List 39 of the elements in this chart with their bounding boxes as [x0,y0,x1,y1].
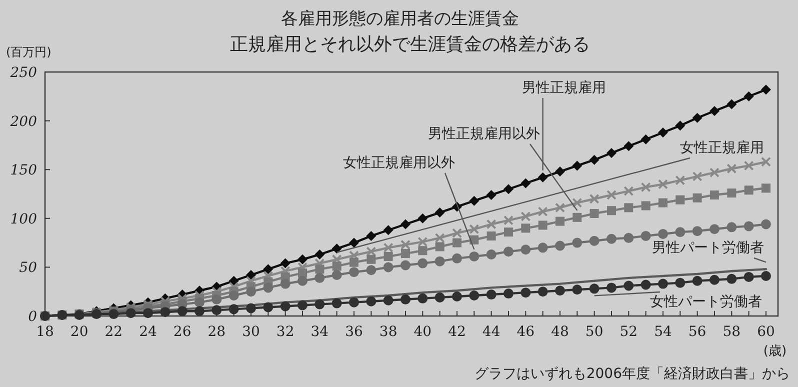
y-tick-label: 100 [10,211,38,228]
x-tick-label: 58 [722,324,741,340]
chart-subtitle: 正規雇用とそれ以外で生涯賃金の格差がある [230,34,590,55]
x-tick-label: 46 [516,324,535,340]
y-tick-label: 250 [9,65,38,81]
y-tick-label: 0 [28,309,38,325]
x-tick-label: 60 [757,324,775,340]
y-tick-label: 50 [19,260,38,276]
x-tick-label: 28 [208,324,226,340]
x-tick-label: 24 [139,324,157,340]
x-tick-label: 34 [310,324,329,340]
x-tick-label: 30 [242,324,260,340]
y-tick-label: 150 [10,162,38,179]
x-tick-label: 22 [104,324,123,340]
x-tick-label: 26 [173,324,192,340]
x-tick-label: 44 [482,324,500,340]
text: 男性正規雇用以外 [428,126,540,142]
x-tick-label: 38 [379,324,398,340]
text: グラフはいずれも2006年度「経済財政白書」から [474,366,790,382]
series-label: 男性パート労働者 [652,240,764,256]
x-axis-title: (歳) [763,344,787,359]
text: 女性正規雇用以外 [343,155,455,171]
x-tick-label: 36 [345,324,363,340]
y-tick-label: 200 [9,114,38,130]
series-label: 女性パート労働者 [650,294,762,310]
x-tick-label: 50 [585,324,604,340]
chart-title: 各雇用形態の雇用者の生涯賃金 [281,9,519,29]
x-tick-label: 18 [36,324,54,340]
x-tick-label: 56 [688,324,706,340]
x-tick-label: 20 [70,324,88,340]
x-tick-label: 48 [551,324,569,340]
series-label: 女性正規雇用 [680,140,764,156]
text: 男性正規雇用 [522,80,606,96]
x-tick-label: 32 [276,324,294,340]
x-tick-label: 52 [620,324,638,340]
x-tick-label: 40 [414,324,432,340]
x-tick-label: 54 [654,324,672,340]
y-axis-title: (百万円) [6,45,52,59]
x-tick-label: 42 [448,324,466,340]
